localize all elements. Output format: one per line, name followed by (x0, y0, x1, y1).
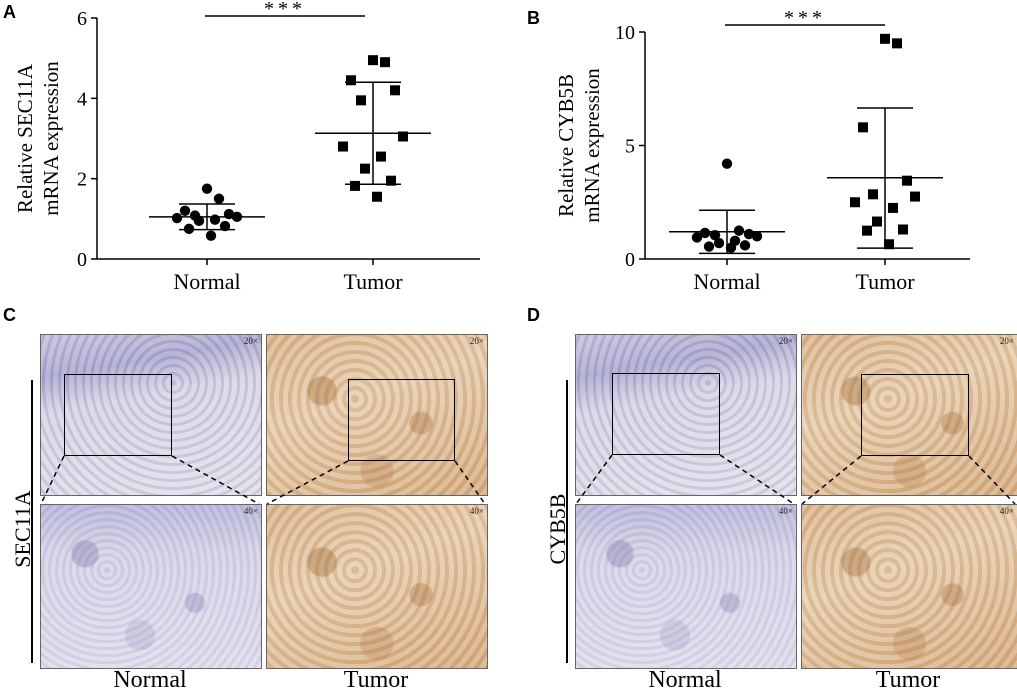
data-point-normal (193, 215, 205, 227)
data-point-tumor (398, 131, 408, 142)
chart-cyb5b-expression: 0 5 10 Normal Tumor Relative CYB5B mRNA expres… (554, 7, 970, 294)
y-tick-label: 5 (625, 136, 635, 158)
col-label-tumor: Tumor (343, 667, 409, 693)
data-point-tumor (910, 191, 920, 202)
data-point-normal (751, 231, 763, 242)
magnification-label: 40× (999, 506, 1014, 516)
y-axis-label: Relative SEC11A (13, 63, 37, 213)
data-point-tumor (880, 33, 890, 44)
zoom-box (348, 379, 455, 461)
data-point-tumor (350, 180, 360, 191)
col-label-normal: Normal (648, 667, 722, 693)
magnification-label: 40× (778, 506, 793, 516)
col-label-normal: Normal (113, 667, 187, 693)
cyb5b-row-line (566, 380, 568, 663)
panel-letter-c: C (3, 305, 16, 325)
data-point-normal (691, 232, 703, 243)
y-tick-label: 10 (615, 22, 635, 44)
panel-letter-b: B (527, 8, 540, 28)
data-point-normal (721, 158, 733, 169)
x-tick-label: Normal (173, 269, 240, 294)
significance-label: *** (784, 7, 826, 29)
magnification-label: 40× (469, 506, 484, 516)
micrograph-sec11a-normal-40x: 40× (40, 504, 262, 669)
magnification-label: 40× (243, 506, 258, 516)
data-point-tumor (376, 151, 386, 162)
data-point-normal (183, 223, 195, 235)
data-point-tumor (898, 224, 908, 235)
data-point-tumor (872, 216, 882, 227)
y-axis-label: Relative CYB5B (554, 74, 578, 217)
y-tick-label: 0 (625, 249, 635, 271)
x-tick-label: Tumor (343, 269, 403, 294)
data-point-tumor (888, 202, 898, 213)
data-point-tumor (884, 239, 894, 250)
data-point-tumor (372, 191, 382, 202)
x-tick-label: Tumor (855, 269, 915, 294)
data-point-normal (699, 227, 711, 239)
y-axis-label: mRNA expression (39, 61, 63, 216)
magnification-label: 20× (469, 336, 484, 346)
y-tick-label: 6 (77, 8, 87, 30)
data-point-normal (209, 214, 221, 225)
data-point-tumor (338, 141, 348, 152)
panel-letter-d: D (527, 305, 540, 325)
data-point-normal (213, 193, 225, 204)
data-point-normal (219, 220, 231, 232)
magnification-label: 20× (778, 336, 793, 346)
panel-letter-a: A (3, 2, 16, 22)
magnification-label: 20× (243, 336, 258, 346)
col-label-tumor: Tumor (875, 667, 941, 693)
data-point-normal (179, 205, 191, 216)
y-axis-label: mRNA expression (580, 68, 604, 223)
chart-sec11a-expression: 0 2 4 6 Normal Tumor Relative SEC11A mRNA expre… (13, 0, 480, 294)
y-tick-label: 0 (77, 249, 87, 271)
data-point-tumor (862, 225, 872, 236)
data-point-tumor (356, 95, 366, 106)
data-point-tumor (892, 38, 902, 49)
data-point-normal (205, 230, 217, 241)
x-tick-label: Normal (693, 269, 760, 294)
magnification-label: 20× (999, 336, 1014, 346)
significance-label: *** (264, 0, 306, 20)
micrograph-sec11a-tumor-40x: 40× (266, 504, 488, 669)
data-point-tumor (902, 175, 912, 186)
cyb5b-row-label: CYB5B (545, 493, 570, 565)
zoom-box (64, 374, 172, 456)
data-point-tumor (368, 55, 378, 66)
data-point-normal (709, 229, 721, 241)
data-point-normal (739, 240, 751, 251)
y-tick-label: 4 (77, 88, 87, 110)
sec11a-row-label: SEC11A (10, 490, 35, 568)
data-point-tumor (868, 189, 878, 200)
data-point-tumor (386, 175, 396, 186)
data-point-tumor (360, 163, 370, 174)
data-point-normal (733, 225, 745, 236)
data-point-tumor (390, 85, 400, 96)
data-point-normal (223, 208, 235, 220)
data-point-normal (713, 237, 725, 249)
zoom-box (612, 373, 720, 455)
data-point-tumor (850, 197, 860, 208)
data-point-normal (201, 183, 213, 194)
data-point-tumor (346, 75, 356, 86)
data-point-normal (743, 228, 755, 240)
data-point-tumor (380, 57, 390, 68)
sec11a-row-line (31, 380, 33, 663)
data-point-normal (231, 211, 243, 223)
zoom-box (861, 374, 969, 456)
data-point-tumor (858, 122, 868, 133)
data-point-normal (703, 241, 715, 252)
data-point-normal (725, 242, 737, 253)
y-tick-label: 2 (77, 169, 87, 191)
micrograph-cyb5b-tumor-40x: 40× (801, 504, 1017, 669)
data-point-normal (171, 212, 183, 224)
micrograph-cyb5b-normal-40x: 40× (575, 504, 797, 669)
